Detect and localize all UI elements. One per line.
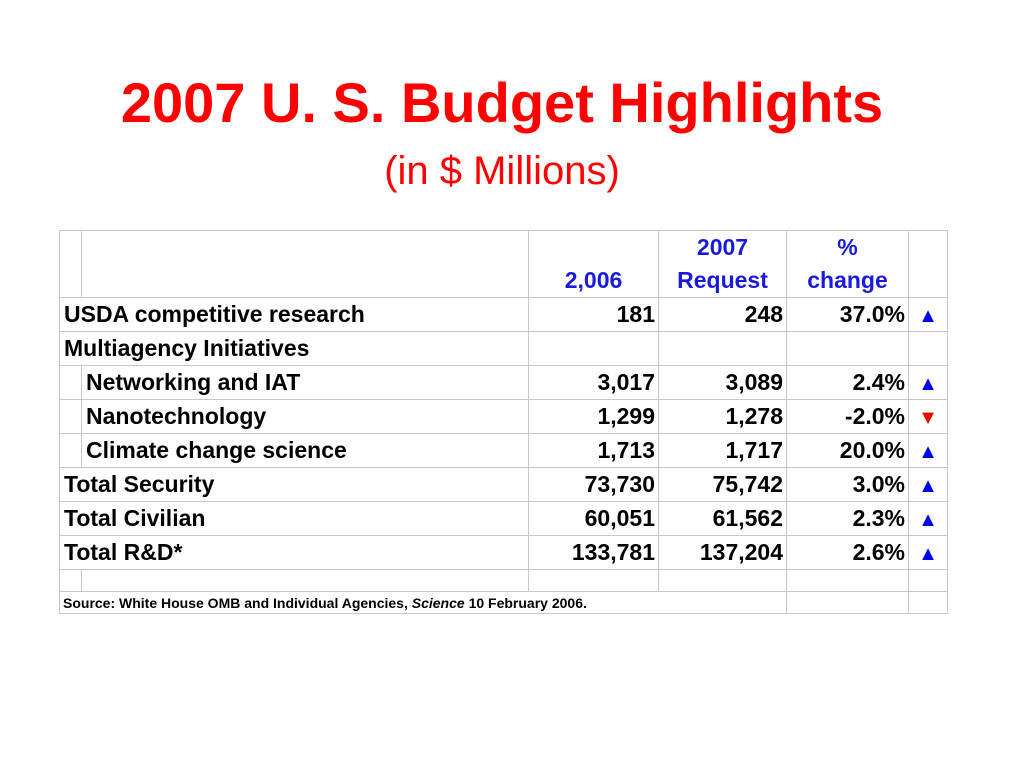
percent-change [786,331,909,366]
value-2006: 3,017 [528,365,659,400]
table-row: Total Civilian 60,051 61,562 2.3% ▲ [59,501,948,536]
row-label: Total R&D* [59,535,529,570]
value-2007 [658,331,787,366]
percent-change: 2.6% [786,535,909,570]
row-label: Total Security [59,467,529,502]
arrow-cell [908,331,948,366]
table-row: Nanotechnology 1,299 1,278 -2.0% ▼ [59,399,948,434]
header-2007-request: 2007 Request [658,230,787,298]
percent-change: 3.0% [786,467,909,502]
empty-cell [908,591,948,614]
down-triangle-icon: ▼ [908,399,948,434]
row-label: Total Civilian [59,501,529,536]
indent-cell [59,433,82,468]
up-triangle-icon: ▲ [908,467,948,502]
header-empty-cell [59,230,82,298]
header-empty-cell [908,230,948,298]
value-2006: 60,051 [528,501,659,536]
empty-cell [658,569,787,592]
percent-change: 37.0% [786,297,909,332]
header-empty-cell [81,230,529,298]
up-triangle-icon: ▲ [908,365,948,400]
value-2006: 1,299 [528,399,659,434]
slide-subtitle: (in $ Millions) [384,149,620,193]
row-label: Climate change science [81,433,529,468]
empty-cell [786,591,909,614]
header-percent-change: % change [786,230,909,298]
empty-cell [81,569,529,592]
row-label: Nanotechnology [81,399,529,434]
percent-change: 20.0% [786,433,909,468]
empty-cell [786,569,909,592]
slide-title: 2007 U. S. Budget Highlights [120,71,884,134]
table-row: Total R&D* 133,781 137,204 2.6% ▲ [59,535,948,570]
value-2007: 1,278 [658,399,787,434]
percent-change: 2.3% [786,501,909,536]
indent-cell [59,399,82,434]
empty-cell [528,569,659,592]
table-row: Climate change science 1,713 1,717 20.0%… [59,433,948,468]
value-2007: 61,562 [658,501,787,536]
table-row: Multiagency Initiatives [59,331,948,366]
empty-cell [59,569,82,592]
value-2007: 75,742 [658,467,787,502]
value-2006: 133,781 [528,535,659,570]
table-row: USDA competitive research 181 248 37.0% … [59,297,948,332]
value-2006: 1,713 [528,433,659,468]
value-2007: 3,089 [658,365,787,400]
indent-cell [59,365,82,400]
row-label: Multiagency Initiatives [59,331,529,366]
value-2007: 137,204 [658,535,787,570]
source-row: Source: White House OMB and Individual A… [59,591,948,614]
blank-row [59,569,948,592]
percent-change: -2.0% [786,399,909,434]
value-2007: 248 [658,297,787,332]
up-triangle-icon: ▲ [908,501,948,536]
source-note: Source: White House OMB and Individual A… [59,591,787,614]
header-2006: 2,006 [528,230,659,298]
value-2006 [528,331,659,366]
percent-change: 2.4% [786,365,909,400]
table-header-row: 2,006 2007 Request % change [59,230,948,298]
row-label: Networking and IAT [81,365,529,400]
up-triangle-icon: ▲ [908,297,948,332]
row-label: USDA competitive research [59,297,529,332]
value-2007: 1,717 [658,433,787,468]
up-triangle-icon: ▲ [908,433,948,468]
budget-table: 2,006 2007 Request % change USDA competiti… [59,230,948,614]
empty-cell [908,569,948,592]
table-row: Total Security 73,730 75,742 3.0% ▲ [59,467,948,502]
value-2006: 73,730 [528,467,659,502]
table-row: Networking and IAT 3,017 3,089 2.4% ▲ [59,365,948,400]
up-triangle-icon: ▲ [908,535,948,570]
value-2006: 181 [528,297,659,332]
